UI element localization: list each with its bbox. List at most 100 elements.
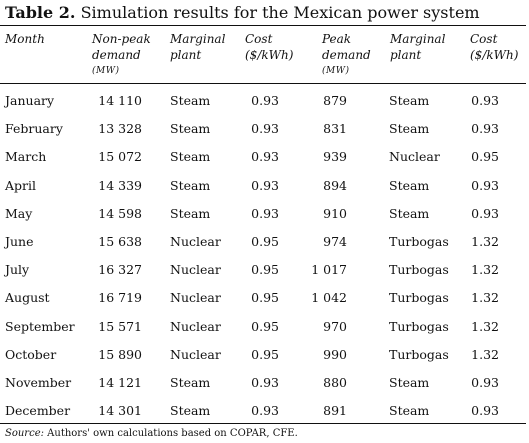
- cell-peak: 939: [323, 149, 347, 165]
- cell-plant2: Steam: [389, 403, 430, 419]
- cell-plant2: Steam: [389, 121, 430, 137]
- cell-plant2: Turbogas: [389, 290, 449, 306]
- cell-peak: 1 017: [311, 262, 347, 278]
- header-marginal2-line2: plant: [390, 48, 422, 62]
- header-cost2-line1: Cost: [470, 32, 498, 46]
- cell-nonpeak: 16 327: [98, 262, 142, 278]
- cell-cost1: 0.95: [251, 234, 279, 249]
- cell-plant2: Turbogas: [389, 318, 449, 334]
- cell-peak: 879: [323, 93, 347, 108]
- header-month: Month: [5, 31, 45, 47]
- cell-cost1: 0.93: [251, 177, 279, 193]
- cell-cost2: 1.32: [471, 318, 499, 334]
- cell-plant1: Nuclear: [170, 290, 221, 306]
- header-cost2-line2: ($/kWh): [470, 48, 519, 62]
- cell-plant1: Steam: [170, 149, 211, 165]
- cell-nonpeak: 14 339: [98, 177, 142, 193]
- cell-peak: 990: [323, 346, 347, 362]
- table-title: Table 2. Simulation results for the Mexi…: [5, 2, 480, 24]
- cell-plant2: Turbogas: [389, 262, 449, 278]
- header-peak-line1: Peak: [322, 32, 352, 46]
- cell-cost2: 1.32: [471, 234, 499, 249]
- header-nonpeak-line2: demand: [92, 48, 141, 62]
- cell-nonpeak: 15 638: [98, 234, 142, 249]
- cell-plant2: Nuclear: [389, 149, 440, 165]
- cell-cost2: 0.93: [471, 205, 499, 221]
- source-text: Authors' own calculations based on COPAR…: [43, 428, 298, 439]
- cell-cost2: 0.93: [471, 403, 499, 419]
- cell-plant2: Steam: [389, 205, 430, 221]
- cell-cost2: 0.95: [471, 149, 499, 165]
- cell-cost1: 0.93: [251, 205, 279, 221]
- header-cost-2: Cost ($/kWh): [470, 31, 518, 63]
- header-cost1-line1: Cost: [245, 32, 273, 46]
- cell-cost1: 0.95: [251, 262, 279, 278]
- cell-cost2: 1.32: [471, 290, 499, 306]
- cell-nonpeak: 14 598: [98, 205, 142, 221]
- cell-plant2: Steam: [389, 177, 430, 193]
- header-nonpeak-demand: Non-peak demand (MW): [92, 31, 151, 79]
- header-cost1-line2: ($/kWh): [245, 48, 294, 62]
- cell-month: December: [5, 403, 71, 419]
- cell-nonpeak: 13 328: [98, 121, 142, 137]
- table-source-note: Source: Authors' own calculations based …: [5, 427, 298, 440]
- bottom-rule: [0, 423, 526, 424]
- cell-cost1: 0.93: [251, 403, 279, 419]
- header-rule: [0, 83, 526, 84]
- cell-plant1: Steam: [170, 177, 211, 193]
- cell-cost1: 0.93: [251, 121, 279, 137]
- header-marginal1-line1: Marginal: [170, 32, 226, 46]
- cell-month: March: [5, 149, 47, 165]
- table-row: November 14 121 Steam 0.93 880 Steam 0.93: [0, 375, 526, 403]
- cell-nonpeak: 15 571: [98, 318, 142, 334]
- cell-plant1: Nuclear: [170, 346, 221, 362]
- cell-cost2: 0.93: [471, 375, 499, 390]
- header-nonpeak-unit: (MW): [92, 66, 120, 76]
- table-row: February 13 328 Steam 0.93 831 Steam 0.93: [0, 121, 526, 149]
- cell-peak: 831: [323, 121, 347, 137]
- cell-peak: 880: [323, 375, 347, 390]
- cell-plant2: Steam: [389, 375, 430, 390]
- table-row: October 15 890 Nuclear 0.95 990 Turbogas 1.32: [0, 347, 526, 375]
- cell-month: April: [5, 177, 36, 193]
- cell-plant1: Steam: [170, 93, 211, 108]
- cell-peak: 970: [323, 318, 347, 334]
- cell-cost1: 0.95: [251, 346, 279, 362]
- cell-month: October: [5, 346, 57, 362]
- cell-cost1: 0.93: [251, 93, 279, 108]
- cell-cost2: 0.93: [471, 177, 499, 193]
- cell-peak: 891: [323, 403, 347, 419]
- header-marginal-plant-1: Marginal plant: [170, 31, 225, 63]
- cell-plant2: Turbogas: [389, 234, 449, 249]
- cell-nonpeak: 14 110: [98, 93, 142, 108]
- cell-month: September: [5, 318, 75, 334]
- table-row: December 14 301 Steam 0.93 891 Steam 0.93: [0, 403, 526, 431]
- table-row: April 14 339 Steam 0.93 894 Steam 0.93: [0, 178, 526, 206]
- cell-month: August: [5, 290, 50, 306]
- cell-plant1: Nuclear: [170, 234, 221, 249]
- cell-cost1: 0.93: [251, 149, 279, 165]
- cell-peak: 1 042: [311, 290, 347, 306]
- cell-peak: 974: [323, 234, 347, 249]
- cell-peak: 894: [323, 177, 347, 193]
- cell-nonpeak: 14 121: [98, 375, 142, 390]
- table-row: March 15 072 Steam 0.93 939 Nuclear 0.95: [0, 149, 526, 177]
- cell-month: May: [5, 205, 33, 221]
- cell-month: July: [5, 262, 30, 278]
- cell-nonpeak: 16 719: [98, 290, 142, 306]
- cell-cost1: 0.95: [251, 318, 279, 334]
- cell-nonpeak: 15 072: [98, 149, 142, 165]
- cell-plant1: Steam: [170, 375, 211, 390]
- cell-peak: 910: [323, 205, 347, 221]
- table-title-text: Simulation results for the Mexican power…: [80, 3, 480, 22]
- cell-cost2: 1.32: [471, 346, 499, 362]
- cell-plant1: Nuclear: [170, 318, 221, 334]
- cell-nonpeak: 14 301: [98, 403, 142, 419]
- cell-cost2: 1.32: [471, 262, 499, 278]
- cell-cost2: 0.93: [471, 93, 499, 108]
- cell-plant1: Nuclear: [170, 262, 221, 278]
- table-row: September 15 571 Nuclear 0.95 970 Turbogas 1.3…: [0, 319, 526, 347]
- cell-cost2: 0.93: [471, 121, 499, 137]
- table-row: August 16 719 Nuclear 0.95 1 042 Turbogas 1.32: [0, 290, 526, 318]
